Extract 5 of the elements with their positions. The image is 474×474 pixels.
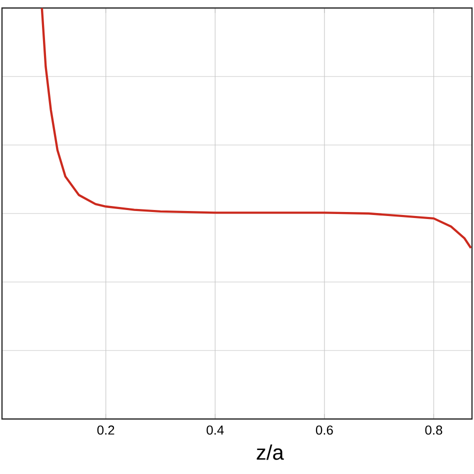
x-tick-label: 0.4 bbox=[206, 426, 224, 435]
x-axis-title: z/a bbox=[256, 444, 284, 460]
x-tick-label: 0.8 bbox=[425, 426, 442, 435]
x-tick-label: 0.2 bbox=[97, 426, 114, 435]
x-tick-label: 0.6 bbox=[316, 426, 333, 435]
